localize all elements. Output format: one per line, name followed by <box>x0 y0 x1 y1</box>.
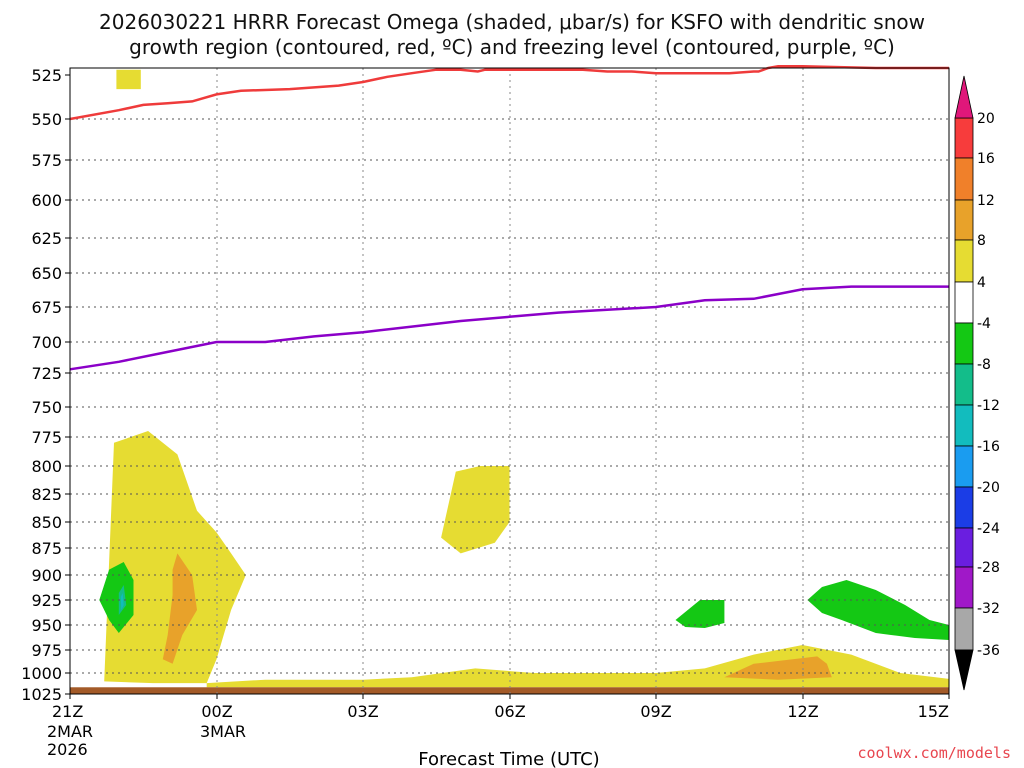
y-axis: 525 550 575 600 625 650 675 700 725 750 775 800 825 8… <box>21 66 70 704</box>
y-tick-label: 650 <box>31 264 62 283</box>
colorbar-segment <box>954 607 974 651</box>
x-tick-label: 21Z <box>52 702 83 721</box>
x-tick-label: 15Z <box>918 702 949 721</box>
colorbar-label: 16 <box>977 151 995 167</box>
x-tick-sublabel: 2026 <box>47 740 88 759</box>
colorbar-label: -16 <box>977 439 1000 455</box>
colorbar-segment <box>954 486 974 529</box>
x-tick-label: 09Z <box>640 702 671 721</box>
omega-region-cyan-left <box>120 593 124 610</box>
y-tick-label: 875 <box>31 539 62 558</box>
colorbar-label: -8 <box>977 357 991 373</box>
x-tick-label: 06Z <box>494 702 525 721</box>
colorbar-top-arrow <box>954 75 974 119</box>
omega-region-yellow-surface <box>206 645 949 688</box>
colorbar-label: -36 <box>977 643 1000 659</box>
x-axis-title: Forecast Time (UTC) <box>418 749 599 768</box>
y-tick-label: 550 <box>31 110 62 129</box>
omega-region-green-mid <box>675 600 725 628</box>
colorbar-label: -24 <box>977 521 1000 537</box>
colorbar-segment <box>954 322 974 365</box>
chart-title-line1: 2026030221 HRRR Forecast Omega (shaded, … <box>99 10 925 34</box>
colorbar: 20 16 12 8 4 -4 -8 -12 -16 -20 -24 -28 -32 -36 <box>954 75 1000 691</box>
ground-band <box>70 687 949 694</box>
omega-region-yellow-mid <box>441 466 510 554</box>
colorbar-segment <box>954 239 974 283</box>
y-tick-label: 850 <box>31 513 62 532</box>
x-tick-sublabel: 2MAR <box>47 722 93 741</box>
omega-region-orange-left <box>162 553 197 664</box>
colorbar-segment <box>954 527 974 568</box>
colorbar-label: 8 <box>977 233 986 249</box>
y-tick-label: 625 <box>31 229 62 248</box>
colorbar-segment <box>954 404 974 447</box>
y-tick-label: 675 <box>31 298 62 317</box>
y-tick-label: 525 <box>31 66 62 85</box>
colorbar-segment <box>954 157 974 201</box>
colorbar-segment <box>954 445 974 488</box>
colorbar-segment <box>954 199 974 241</box>
y-tick-label: 975 <box>31 641 62 660</box>
omega-region-yellow-left <box>104 431 246 684</box>
y-tick-label: 1025 <box>21 685 62 704</box>
colorbar-label: 4 <box>977 275 986 291</box>
credit-link[interactable]: coolwx.com/models <box>857 744 1011 762</box>
y-tick-label: 925 <box>31 591 62 610</box>
chart-title-line2: growth region (contoured, red, ºC) and f… <box>129 35 895 59</box>
omega-region-orange-right <box>724 656 832 680</box>
x-tick-sublabel: 3MAR <box>200 722 246 741</box>
colorbar-label: 12 <box>977 193 995 209</box>
dendritic-growth-contour <box>69 64 949 121</box>
omega-region-green-left <box>99 562 134 633</box>
colorbar-label: -4 <box>977 316 991 332</box>
y-tick-label: 575 <box>31 151 62 170</box>
y-tick-label: 775 <box>31 428 62 447</box>
x-tick-label: 00Z <box>201 702 232 721</box>
y-tick-label: 900 <box>31 566 62 585</box>
plot-area <box>69 64 950 695</box>
colorbar-segment <box>954 281 974 324</box>
y-tick-label: 1000 <box>21 664 62 683</box>
y-tick-label: 950 <box>31 616 62 635</box>
colorbar-label: -12 <box>977 398 1000 414</box>
omega-region-green-right <box>807 580 949 640</box>
colorbar-label: -32 <box>977 601 1000 617</box>
y-tick-label: 825 <box>31 485 62 504</box>
y-tick-label: 725 <box>31 364 62 383</box>
y-tick-label: 700 <box>31 333 62 352</box>
colorbar-segment <box>954 566 974 609</box>
colorbar-segment <box>954 117 974 159</box>
colorbar-segment <box>954 363 974 406</box>
x-tick-label: 03Z <box>347 702 378 721</box>
y-tick-label: 800 <box>31 457 62 476</box>
omega-region-yellow-top <box>116 69 141 90</box>
freezing-level-contour <box>69 285 949 371</box>
y-tick-label: 600 <box>31 191 62 210</box>
x-tick-label: 12Z <box>787 702 818 721</box>
colorbar-label: -28 <box>977 560 1000 576</box>
y-tick-label: 750 <box>31 398 62 417</box>
colorbar-label: 20 <box>977 111 995 127</box>
colorbar-bottom-arrow <box>954 649 974 691</box>
colorbar-label: -20 <box>977 480 1000 496</box>
